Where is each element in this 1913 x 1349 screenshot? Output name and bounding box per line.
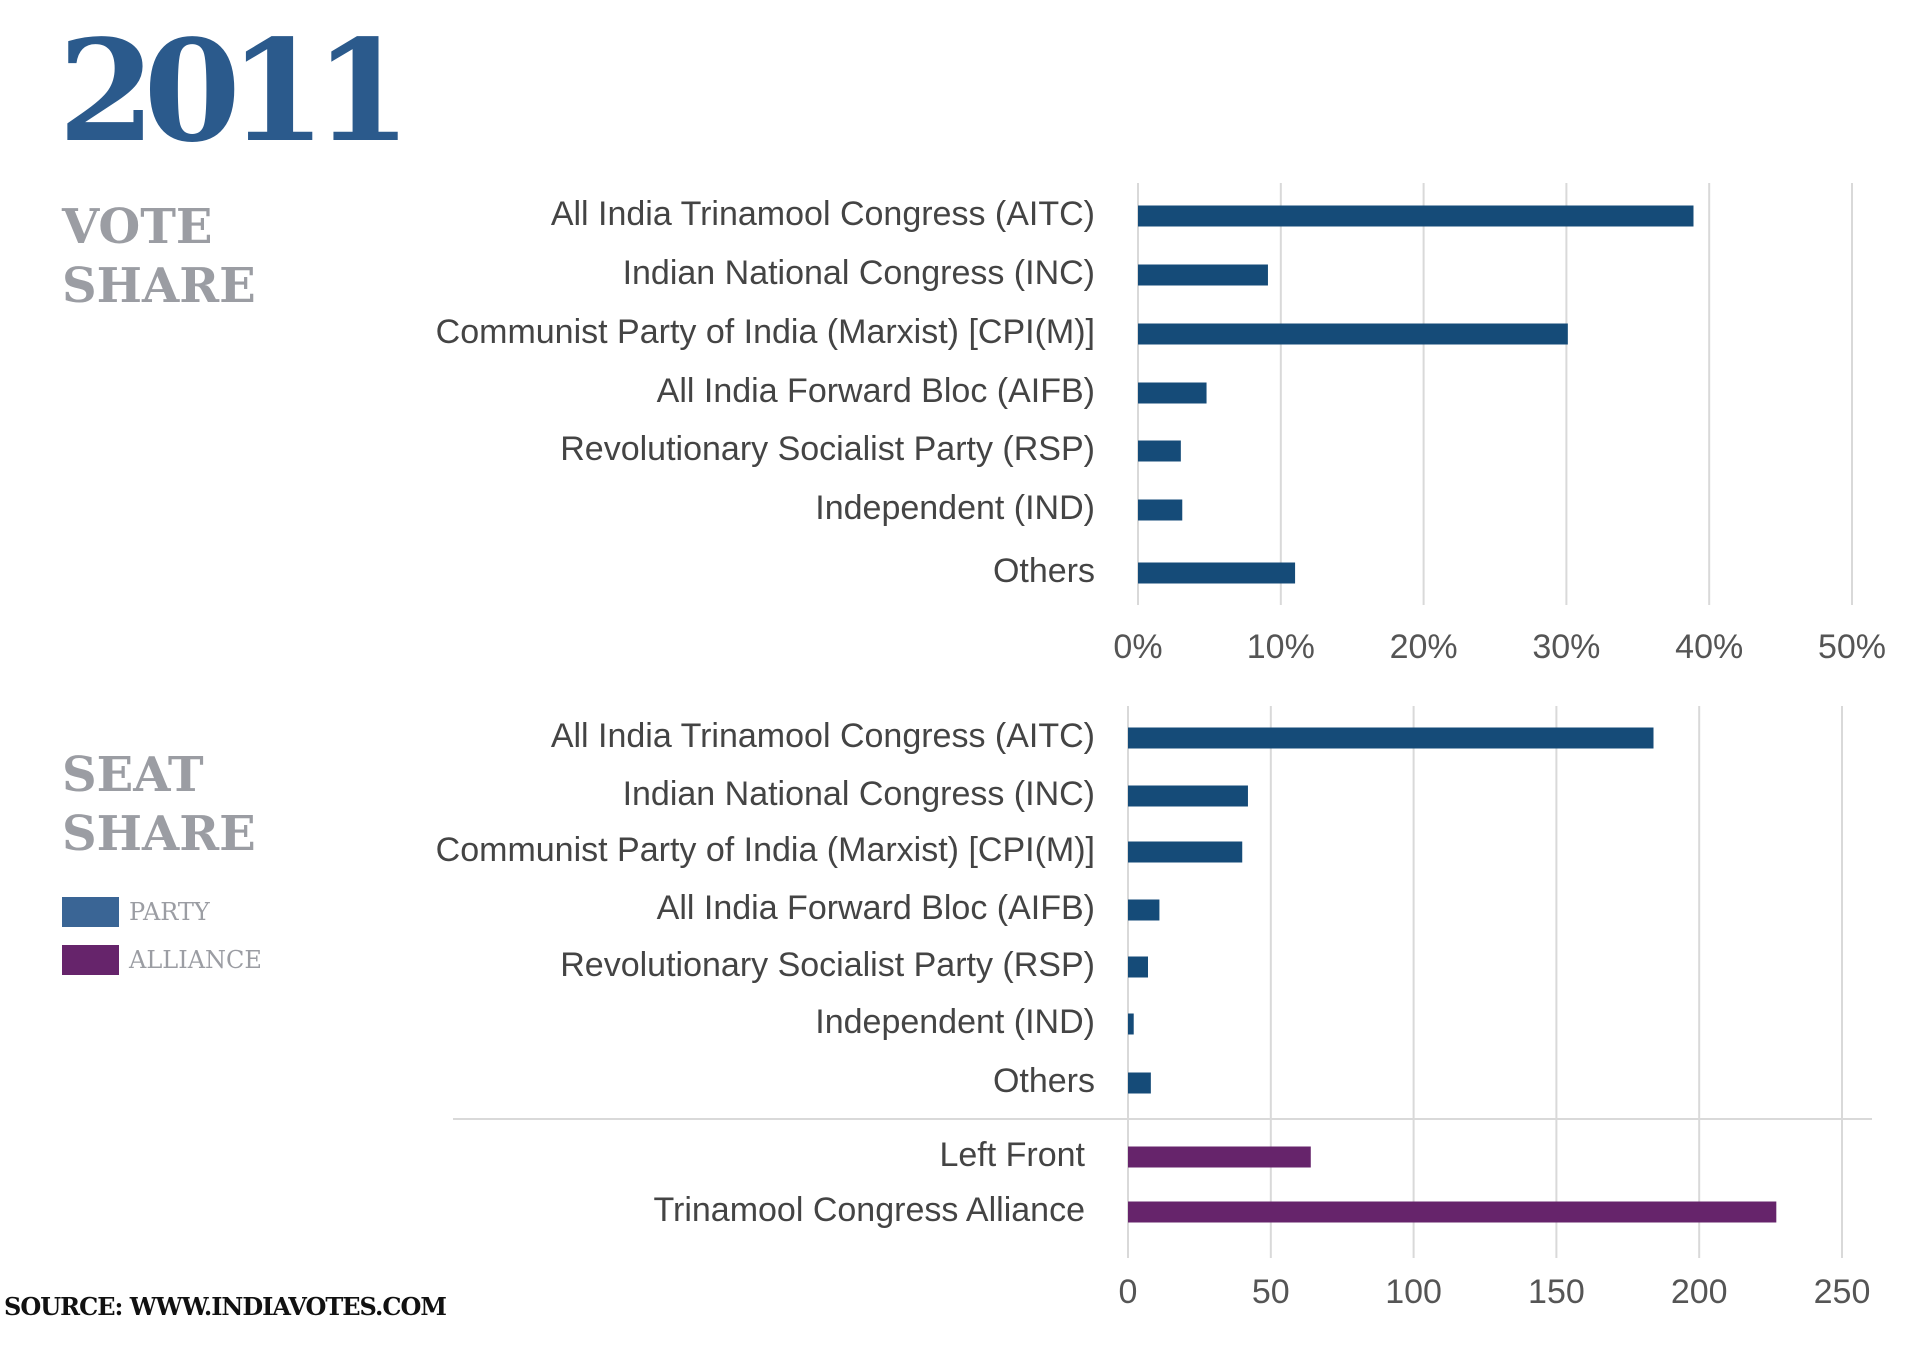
- seat-share-bar-indian-national-congress-inc: [1128, 785, 1248, 807]
- vote-share-tick-label: 30%: [1532, 628, 1600, 666]
- seat-share-category-label: Revolutionary Socialist Party (RSP): [560, 946, 1095, 984]
- vote-share-heading-line2: SHARE: [62, 258, 256, 314]
- vote-share-category-label: Communist Party of India (Marxist) [CPI(…: [436, 313, 1095, 351]
- seat-share-legend: PARTY ALLIANCE: [62, 888, 262, 984]
- seat-share-tick-label: 0: [1119, 1273, 1138, 1311]
- seat-share-bar-all-india-forward-bloc-aifb: [1128, 899, 1160, 921]
- vote-share-category-label: All India Trinamool Congress (AITC): [551, 195, 1095, 233]
- seat-share-alliance-label: Left Front: [939, 1136, 1085, 1174]
- vote-share-tick-label: 50%: [1818, 628, 1886, 666]
- seat-share-alliance-bar-left-front: [1128, 1146, 1311, 1168]
- vote-share-category-label: Independent (IND): [815, 489, 1095, 527]
- seat-share-category-label: Others: [993, 1062, 1095, 1100]
- seat-share-category-label: Independent (IND): [815, 1003, 1095, 1041]
- seat-share-category-label: All India Forward Bloc (AIFB): [657, 889, 1095, 927]
- legend-item-party: PARTY: [62, 888, 262, 936]
- seat-share-tick-label: 250: [1814, 1273, 1871, 1311]
- vote-share-bar-revolutionary-socialist-party-rsp: [1138, 440, 1181, 462]
- vote-share-category-label: All India Forward Bloc (AIFB): [657, 372, 1095, 410]
- vote-share-category-label: Revolutionary Socialist Party (RSP): [560, 430, 1095, 468]
- legend-item-alliance: ALLIANCE: [62, 936, 262, 984]
- seat-share-bar-revolutionary-socialist-party-rsp: [1128, 956, 1148, 978]
- vote-share-tick-label: 20%: [1390, 628, 1458, 666]
- seat-share-heading: SEAT SHARE: [62, 746, 256, 864]
- vote-share-bar-independent-ind: [1138, 499, 1183, 521]
- vote-share-bar-others: [1138, 562, 1296, 584]
- seat-share-category-label: Indian National Congress (INC): [623, 775, 1095, 813]
- vote-share-heading: VOTE SHARE: [62, 198, 256, 316]
- vote-share-tick-label: 0%: [1113, 628, 1162, 666]
- seat-share-category-label: Communist Party of India (Marxist) [CPI(…: [436, 831, 1095, 869]
- seat-share-tick-label: 100: [1385, 1273, 1442, 1311]
- vote-share-category-label: Others: [993, 552, 1095, 590]
- vote-share-bar-all-india-forward-bloc-aifb: [1138, 382, 1207, 404]
- source-note: SOURCE: WWW.INDIAVOTES.COM: [4, 1292, 447, 1321]
- seat-share-heading-line1: SEAT: [62, 747, 204, 803]
- seat-share-tick-label: 50: [1252, 1273, 1290, 1311]
- vote-share-tick-label: 40%: [1675, 628, 1743, 666]
- vote-share-category-label: Indian National Congress (INC): [623, 254, 1095, 292]
- vote-share-bar-all-india-trinamool-congress-aitc: [1138, 205, 1694, 227]
- vote-share-bar-communist-party-of-india-marxist-cpi-m: [1138, 323, 1568, 345]
- legend-swatch-alliance: [62, 945, 119, 975]
- seat-share-bar-all-india-trinamool-congress-aitc: [1128, 727, 1654, 749]
- legend-swatch-party: [62, 897, 119, 927]
- legend-label-alliance: ALLIANCE: [129, 946, 262, 974]
- seat-share-bar-independent-ind: [1128, 1013, 1134, 1035]
- legend-label-party: PARTY: [129, 898, 210, 926]
- seat-share-heading-line2: SHARE: [62, 806, 256, 862]
- seat-share-tick-label: 200: [1671, 1273, 1728, 1311]
- seat-share-bar-others: [1128, 1072, 1151, 1094]
- seat-share-category-label: All India Trinamool Congress (AITC): [551, 717, 1095, 755]
- vote-share-bar-indian-national-congress-inc: [1138, 264, 1268, 286]
- seat-share-alliance-label: Trinamool Congress Alliance: [654, 1191, 1086, 1229]
- vote-share-heading-line1: VOTE: [62, 199, 213, 255]
- seat-share-alliance-bar-trinamool-congress-alliance: [1128, 1201, 1777, 1223]
- seat-share-bar-communist-party-of-india-marxist-cpi-m: [1128, 841, 1243, 863]
- vote-share-tick-label: 10%: [1247, 628, 1315, 666]
- seat-share-tick-label: 150: [1528, 1273, 1585, 1311]
- year-title: 2011: [58, 10, 412, 174]
